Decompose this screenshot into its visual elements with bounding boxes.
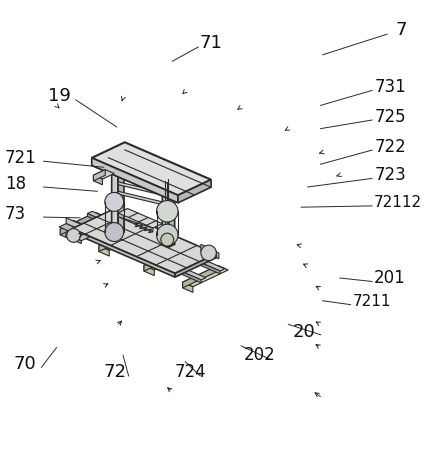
Text: 202: 202 xyxy=(243,346,274,364)
Polygon shape xyxy=(144,249,189,270)
Polygon shape xyxy=(92,158,178,203)
Polygon shape xyxy=(182,265,217,288)
Text: 7: 7 xyxy=(395,21,406,39)
Polygon shape xyxy=(182,265,228,287)
Polygon shape xyxy=(162,181,168,247)
Text: 722: 722 xyxy=(373,138,405,156)
Polygon shape xyxy=(93,169,105,181)
Polygon shape xyxy=(168,181,174,247)
Polygon shape xyxy=(99,246,109,256)
Polygon shape xyxy=(72,209,216,273)
Polygon shape xyxy=(87,213,220,274)
Polygon shape xyxy=(144,265,154,275)
Polygon shape xyxy=(178,180,210,203)
Text: 70: 70 xyxy=(13,355,36,373)
Polygon shape xyxy=(99,229,134,251)
Text: 72: 72 xyxy=(103,363,126,381)
Polygon shape xyxy=(60,212,95,235)
Polygon shape xyxy=(66,234,81,244)
Text: 724: 724 xyxy=(174,363,206,381)
Polygon shape xyxy=(118,191,162,205)
Text: 721: 721 xyxy=(5,149,36,167)
Text: 20: 20 xyxy=(292,323,315,341)
Circle shape xyxy=(105,222,123,241)
Text: 18: 18 xyxy=(5,174,26,193)
Text: 73: 73 xyxy=(5,205,26,222)
Circle shape xyxy=(156,201,178,222)
Polygon shape xyxy=(144,249,179,271)
Circle shape xyxy=(105,193,123,211)
Text: 725: 725 xyxy=(373,108,405,126)
Polygon shape xyxy=(203,246,218,259)
Text: 201: 201 xyxy=(373,269,405,287)
Polygon shape xyxy=(182,282,192,292)
Polygon shape xyxy=(118,217,152,232)
Polygon shape xyxy=(99,229,144,251)
Text: 723: 723 xyxy=(373,166,405,184)
Polygon shape xyxy=(201,244,216,258)
Circle shape xyxy=(156,224,178,246)
Text: 19: 19 xyxy=(48,87,71,105)
Polygon shape xyxy=(112,168,118,234)
Polygon shape xyxy=(174,254,216,277)
Polygon shape xyxy=(118,208,162,228)
Polygon shape xyxy=(69,222,201,283)
Text: 731: 731 xyxy=(373,78,405,96)
Polygon shape xyxy=(72,229,174,277)
Text: 72112: 72112 xyxy=(373,195,421,210)
Polygon shape xyxy=(92,142,210,195)
Polygon shape xyxy=(93,175,102,185)
Polygon shape xyxy=(69,220,205,280)
Polygon shape xyxy=(93,169,114,179)
Text: 7211: 7211 xyxy=(352,294,390,309)
Polygon shape xyxy=(118,168,124,234)
Polygon shape xyxy=(87,211,224,271)
Circle shape xyxy=(66,229,80,242)
Polygon shape xyxy=(66,230,89,241)
Polygon shape xyxy=(60,212,106,234)
Circle shape xyxy=(161,233,173,246)
Polygon shape xyxy=(60,229,70,239)
Text: 71: 71 xyxy=(199,34,222,52)
Polygon shape xyxy=(118,182,162,195)
Polygon shape xyxy=(59,224,82,234)
Polygon shape xyxy=(66,218,82,230)
Circle shape xyxy=(201,245,216,260)
